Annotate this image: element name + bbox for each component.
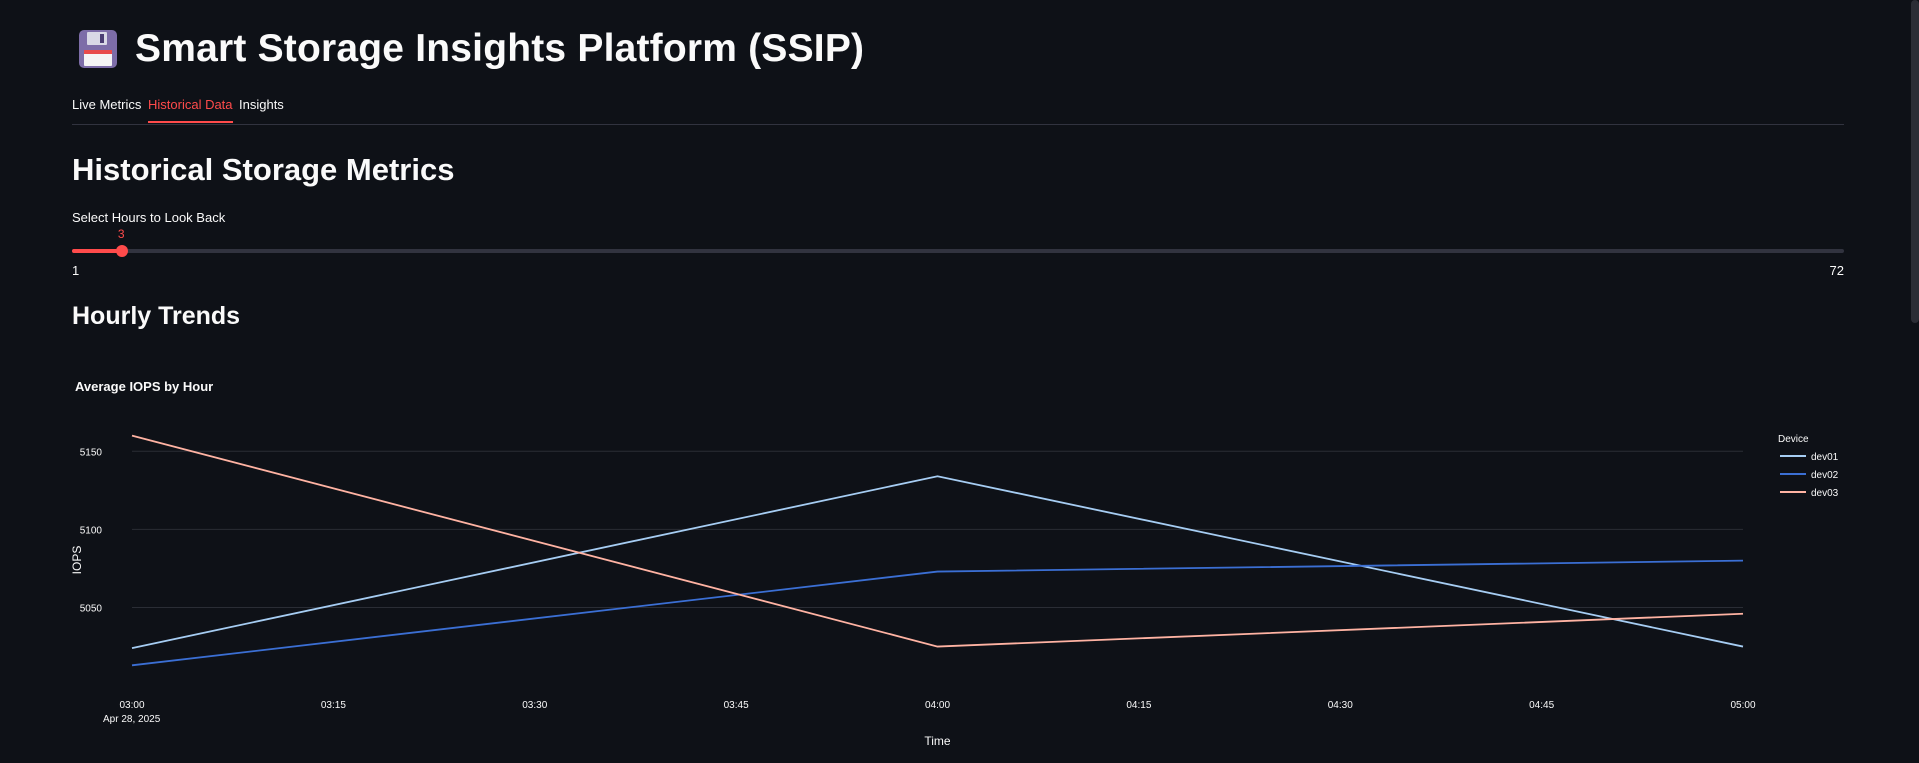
series-line-dev03 (131, 434, 1744, 648)
chart-series (131, 434, 1744, 667)
legend-title: Device (1778, 434, 1809, 445)
chart-title: Average IOPS by Hour (75, 379, 213, 394)
series-line-dev02 (131, 559, 1744, 667)
x-tick-label: 03:00 (119, 700, 144, 711)
x-axis-date-label: Apr 28, 2025 (103, 714, 161, 725)
legend-item-dev01[interactable]: dev01 (1811, 452, 1839, 463)
legend-item-dev02[interactable]: dev02 (1811, 470, 1839, 481)
y-tick-label: 5050 (80, 604, 103, 615)
slider-min-label: 1 (72, 263, 80, 278)
x-tick-label: 05:00 (1730, 700, 1755, 711)
slider-max-label: 72 (1829, 263, 1844, 278)
section-title: Historical Storage Metrics (72, 152, 455, 187)
slider-label: Select Hours to Look Back (72, 210, 226, 225)
y-axis-title: IOPS (70, 546, 84, 575)
tab-historical-data[interactable]: Historical Data (148, 97, 233, 123)
tab-bar: Live Metrics Historical Data Insights (72, 92, 1844, 125)
slider-value: 3 (117, 227, 125, 241)
y-tick-label: 5100 (80, 525, 103, 536)
page-header: Smart Storage Insights Platform (SSIP) (78, 22, 864, 76)
hours-slider[interactable] (72, 245, 1844, 257)
page-title: Smart Storage Insights Platform (SSIP) (135, 27, 865, 70)
x-tick-label: 03:15 (321, 700, 346, 711)
slider-thumb[interactable] (115, 245, 128, 257)
x-tick-label: 04:15 (1126, 700, 1151, 711)
page-scrollbar[interactable] (1911, 0, 1919, 323)
y-tick-label: 5150 (80, 447, 103, 458)
x-tick-label: 03:30 (522, 700, 547, 711)
x-tick-label: 04:45 (1529, 700, 1554, 711)
x-axis-ticks: 03:00 03:15 03:30 03:45 04:00 04:15 04:30 04:45… (119, 700, 1755, 711)
x-tick-label: 04:30 (1328, 700, 1353, 711)
x-axis-title: Time (924, 734, 951, 748)
chart-gridlines (132, 450, 1743, 608)
x-tick-label: 03:45 (724, 700, 749, 711)
legend-item-dev03[interactable]: dev03 (1811, 488, 1839, 499)
subsection-title: Hourly Trends (72, 302, 241, 330)
series-line-dev01 (131, 475, 1744, 650)
y-axis-ticks: 5050 5100 5150 (80, 447, 103, 614)
x-tick-label: 04:00 (925, 700, 950, 711)
slider-fill (72, 249, 122, 253)
tab-insights[interactable]: Insights (239, 97, 284, 112)
chart-legend: Device dev01 dev02 dev03 (1778, 434, 1839, 499)
tab-live-metrics[interactable]: Live Metrics (72, 97, 142, 112)
floppy-disk-icon (79, 30, 117, 68)
